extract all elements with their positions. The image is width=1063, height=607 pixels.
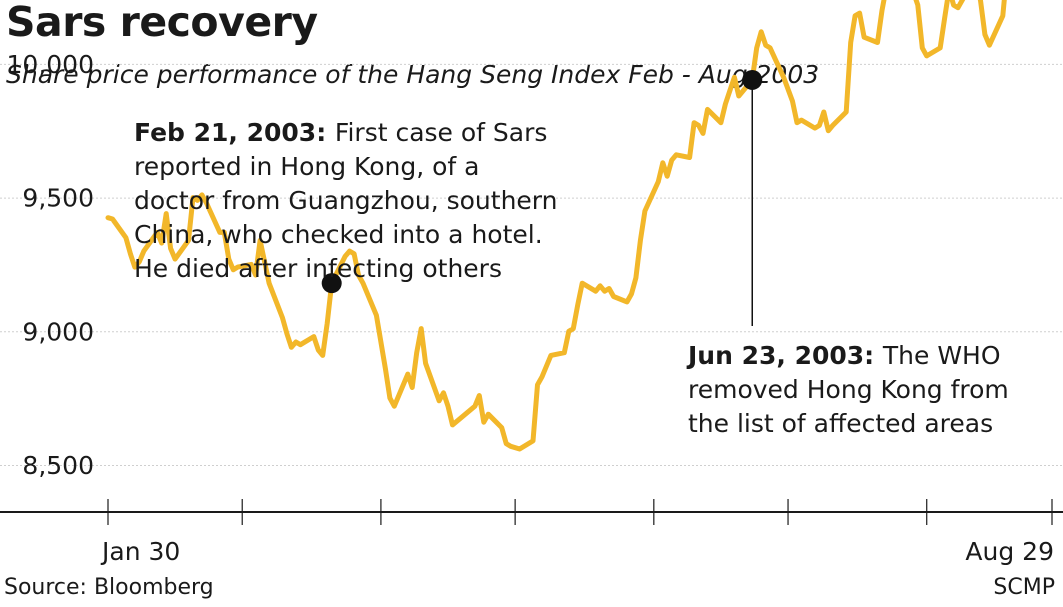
- annotation-text: removed Hong Kong from: [688, 375, 1009, 404]
- publisher-credit: SCMP: [993, 575, 1055, 600]
- annotation-marker: [742, 69, 763, 90]
- annotation-text: Feb 21, 2003: First case of Sars: [134, 118, 547, 147]
- annotation-text: the list of affected areas: [688, 409, 993, 438]
- chart-title: Sars recovery: [6, 0, 318, 46]
- annotation-marker: [321, 273, 342, 294]
- annotation-text: Jun 23, 2003: The WHO: [686, 341, 1001, 370]
- hang-seng-line: [105, 0, 1007, 452]
- x-tick-label: Aug 29: [965, 537, 1054, 566]
- annotation-text: doctor from Guangzhou, southern: [134, 186, 558, 215]
- y-tick-label: 10,000: [7, 50, 94, 79]
- y-tick-label: 9,500: [22, 184, 94, 213]
- source-note: Source: Bloomberg: [4, 575, 214, 600]
- y-tick-label: 8,500: [22, 451, 94, 480]
- y-tick-label: 9,000: [22, 317, 94, 346]
- annotation-text: reported in Hong Kong, of a: [134, 152, 479, 181]
- annotation-text: China, who checked into a hotel.: [134, 220, 543, 249]
- annotation-text: He died after infecting others: [134, 254, 502, 283]
- x-tick-label: Jan 30: [100, 537, 180, 566]
